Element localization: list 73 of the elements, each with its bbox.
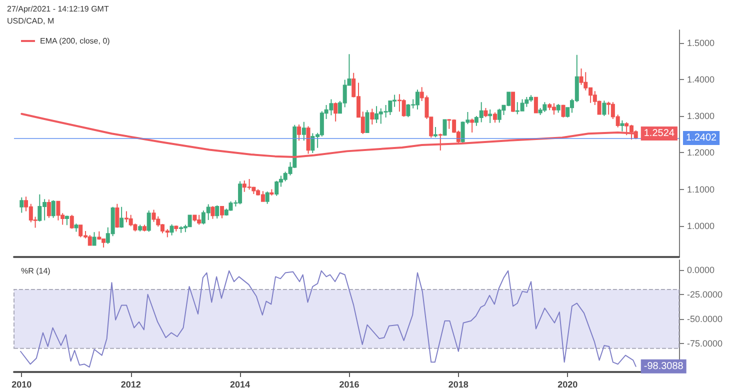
x-tick-label: 2010 — [12, 380, 32, 390]
candlestick — [174, 225, 178, 232]
ref-line-label: 1.2402 — [686, 132, 718, 144]
y-tick-label: -25.0000 — [687, 289, 723, 300]
candlestick — [556, 103, 560, 114]
candlestick — [602, 100, 606, 117]
y-tick-label: 1.2000 — [687, 148, 715, 158]
candlestick — [46, 199, 51, 218]
candlestick — [74, 223, 78, 232]
annotation: 1.2524 — [644, 128, 675, 139]
candlestick — [606, 101, 611, 116]
candlestick — [497, 108, 502, 124]
candlestick — [370, 108, 374, 125]
candlestick — [70, 214, 74, 230]
candlestick — [146, 210, 151, 232]
line-series — [20, 112, 637, 158]
x-tick-label: 2018 — [448, 380, 468, 390]
annotation: -98.3088 — [644, 360, 684, 372]
candlestick — [470, 118, 474, 134]
candlestick — [142, 224, 146, 232]
candlestick — [415, 89, 420, 110]
candlestick — [265, 190, 270, 204]
candlestick — [548, 102, 552, 111]
x-tick-label: 2016 — [339, 380, 360, 390]
candlestick — [433, 126, 438, 138]
candlestick — [92, 232, 96, 246]
candlestick — [620, 120, 624, 132]
y-tick-label: 1.1000 — [687, 184, 715, 194]
candlestick — [220, 206, 224, 219]
candlestick — [138, 224, 142, 232]
candlestick — [334, 102, 338, 122]
y-tick-label: -50.0000 — [687, 314, 723, 324]
y-tick-label: 1.3000 — [687, 111, 715, 122]
candlestick — [297, 124, 301, 142]
candlestick — [179, 226, 184, 234]
y-tick-label: 0.0000 — [687, 264, 715, 275]
y-tick-label: 1.0000 — [687, 220, 715, 231]
candlestick — [64, 215, 69, 226]
candlestick — [56, 200, 60, 221]
candlestick — [542, 102, 547, 113]
candlestick — [51, 200, 56, 218]
candlestick — [484, 107, 488, 118]
candlestick — [374, 106, 379, 124]
y-tick-label: 1.5000 — [687, 38, 715, 48]
candlestick — [552, 102, 556, 116]
candlestick — [115, 203, 120, 228]
candlestick — [561, 104, 566, 118]
x-tick-label: 2014 — [230, 380, 250, 390]
x-tick-label: 2012 — [120, 380, 141, 390]
candlestick — [302, 121, 306, 142]
candlestick — [442, 118, 447, 136]
legend-label: EMA (200, close, 0) — [40, 36, 110, 46]
text: %R (14) — [21, 266, 51, 276]
candlestick — [438, 133, 442, 151]
chart-title: 27/Apr/2021 - 14:12:19 GMT — [7, 4, 109, 14]
y-tick-label: -75.0000 — [687, 338, 723, 349]
candlestick — [524, 96, 529, 108]
candlestick — [88, 234, 92, 246]
y-tick-label: 1.4000 — [687, 74, 715, 84]
candlestick — [152, 209, 156, 222]
candlestick — [365, 110, 370, 134]
candlestick — [488, 108, 492, 124]
candlestick — [20, 196, 24, 214]
candlestick — [120, 206, 124, 228]
candlestick — [215, 204, 220, 220]
chart-subtitle: USD/CAD, M — [7, 16, 54, 26]
x-tick-label: 2020 — [558, 380, 578, 390]
candlestick — [270, 188, 274, 196]
candlestick — [511, 91, 516, 113]
candlestick — [192, 214, 197, 222]
candlestick — [493, 112, 498, 124]
candlestick — [210, 206, 215, 220]
candlestick — [170, 224, 174, 236]
